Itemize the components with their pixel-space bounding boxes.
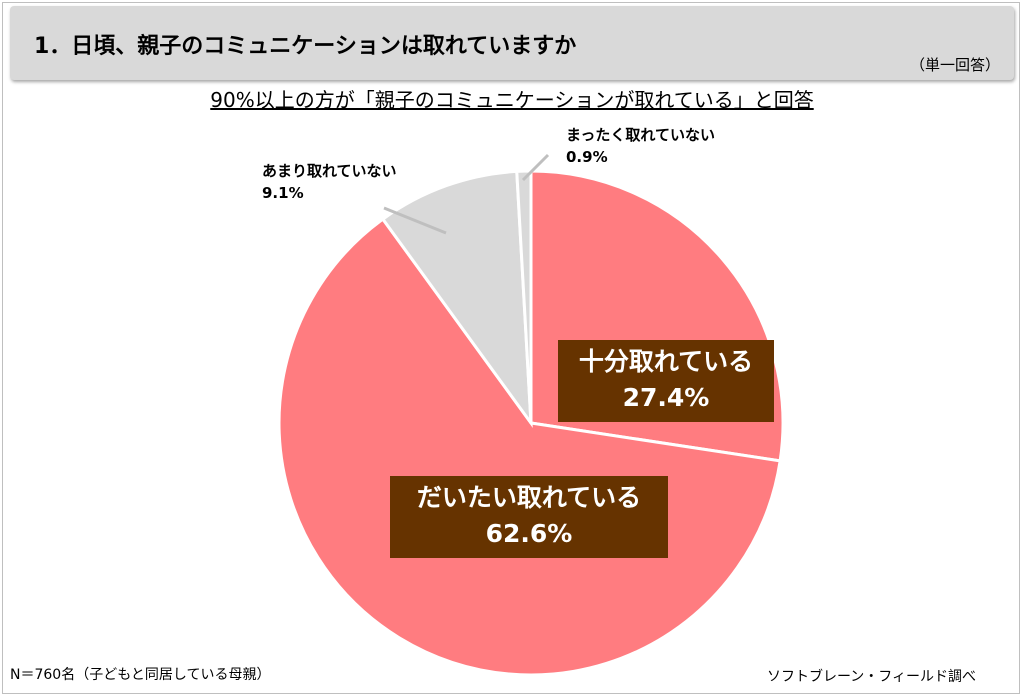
source-note: ソフトブレーン・フィールド調べ — [766, 669, 976, 685]
label-daitai-value: 62.6% — [485, 519, 573, 548]
label-mattaku: まったく取れていない 0.9% — [566, 124, 715, 168]
label-mattaku-name: まったく取れていない — [566, 126, 715, 144]
label-juubun-value: 27.4% — [622, 383, 710, 412]
chart-subtitle: 90%以上の方が「親子のコミュニケーションが取れている」と回答 — [210, 88, 814, 112]
leader-amari — [383, 206, 447, 235]
label-juubun-name: 十分取れている — [578, 347, 754, 376]
label-amari: あまり取れていない 9.1% — [262, 160, 397, 204]
answer-type-note: （単一回答） — [909, 56, 1000, 74]
label-mattaku-value: 0.9% — [566, 148, 608, 166]
sample-note: N＝760名（子どもと同居している母親） — [10, 667, 271, 683]
label-amari-value: 9.1% — [262, 184, 304, 202]
label-juubun: 十分取れている 27.4% — [558, 340, 774, 422]
chart-title: 1．日頃、親子のコミュニケーションは取れていますか — [34, 34, 577, 59]
slice-amari — [380, 169, 533, 429]
label-amari-name: あまり取れていない — [262, 162, 397, 180]
header-bar: 1．日頃、親子のコミュニケーションは取れていますか （単一回答） — [10, 6, 1014, 80]
slice-daitai — [277, 217, 782, 677]
label-daitai: だいたい取れている 62.6% — [390, 476, 668, 558]
leader-mattaku — [521, 153, 550, 182]
label-daitai-name: だいたい取れている — [416, 483, 642, 512]
